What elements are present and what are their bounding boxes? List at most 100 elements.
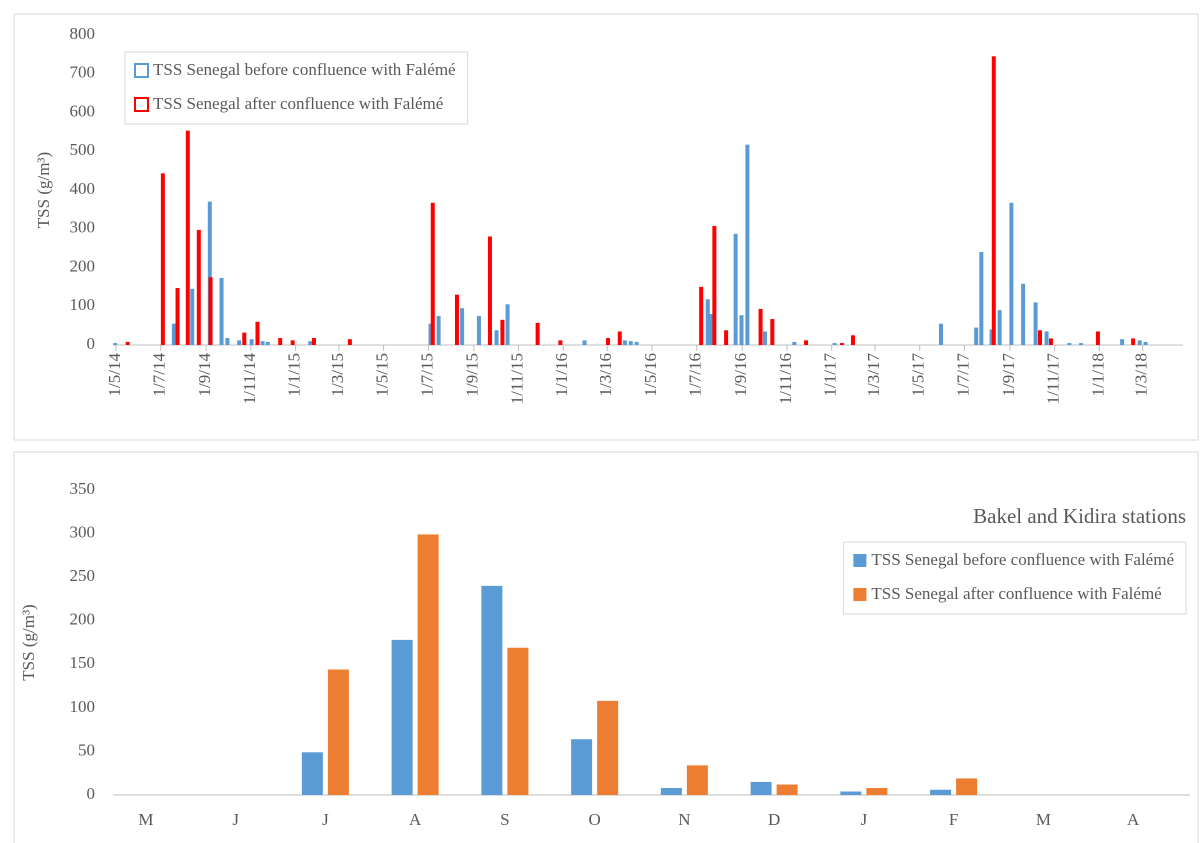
bar: [500, 319, 505, 345]
bar: [979, 252, 984, 345]
bar: [617, 331, 622, 345]
bar: [1048, 338, 1053, 345]
x-tick-label: M: [138, 810, 153, 829]
bar: [622, 340, 627, 345]
bar: [476, 315, 481, 345]
x-tick-label: 1/1/17: [821, 353, 840, 397]
bar: [804, 340, 809, 345]
bar: [866, 788, 888, 795]
legend-label: TSS Senegal before confluence with Falém…: [871, 550, 1174, 569]
x-tick-label: D: [768, 810, 780, 829]
x-tick-label: 1/7/17: [953, 353, 972, 397]
y-tick-label: 100: [70, 295, 96, 314]
bar: [113, 343, 118, 345]
bar: [207, 201, 212, 345]
bar: [249, 339, 254, 345]
panel-frame: [13, 451, 1199, 843]
legend-swatch: [134, 63, 149, 78]
bar: [930, 789, 952, 795]
bar: [792, 341, 797, 345]
bar: [705, 299, 710, 345]
bar: [428, 323, 433, 345]
bar: [628, 341, 633, 345]
bar: [762, 331, 767, 345]
bar: [750, 781, 772, 795]
bar: [208, 277, 213, 345]
y-tick-label: 600: [70, 101, 96, 120]
bar: [582, 340, 587, 345]
x-tick-label: A: [1127, 810, 1140, 829]
bar: [290, 340, 295, 345]
annotation: Bakel and Kidira stations: [973, 504, 1186, 528]
x-tick-label: 1/5/15: [373, 353, 392, 396]
x-tick-label: O: [588, 810, 600, 829]
legend-label: TSS Senegal after confluence with Falémé: [871, 584, 1161, 603]
x-tick-label: J: [861, 810, 868, 829]
x-tick-label: 1/11/16: [776, 353, 795, 404]
x-tick-label: 1/1/15: [285, 353, 304, 396]
bar: [391, 639, 413, 795]
bar: [1067, 343, 1072, 345]
bar: [171, 323, 176, 345]
x-tick-label: 1/11/15: [507, 353, 526, 404]
x-tick-label: 1/5/14: [105, 353, 124, 397]
x-tick-label: 1/3/15: [328, 353, 347, 396]
bar: [606, 338, 611, 345]
x-tick-label: 1/7/15: [417, 353, 436, 396]
legend-label: TSS Senegal before confluence with Falém…: [153, 60, 456, 79]
x-tick-label: 1/11/14: [240, 353, 259, 405]
bar: [255, 321, 260, 345]
y-tick-label: 400: [70, 179, 96, 198]
panel-frame: [13, 13, 1199, 441]
bar: [997, 310, 1002, 345]
x-tick-label: 1/5/17: [909, 353, 928, 397]
y-tick-label: 500: [70, 140, 96, 159]
bar: [776, 784, 798, 795]
bar: [1095, 331, 1100, 345]
bar: [699, 286, 704, 345]
bar: [1037, 330, 1042, 345]
y-tick-label: 250: [70, 566, 96, 585]
bar: [494, 330, 499, 345]
x-tick-label: 1/9/14: [195, 353, 214, 397]
bar: [1137, 340, 1142, 345]
bar: [460, 308, 465, 345]
y-tick-label: 350: [70, 479, 96, 498]
bar: [1079, 343, 1084, 345]
y-tick-label: 300: [70, 218, 96, 237]
bar: [832, 343, 837, 345]
y-axis-label: TSS (g/m³): [34, 152, 53, 228]
bar: [634, 341, 639, 345]
y-tick-label: 150: [70, 653, 96, 672]
bar: [219, 277, 224, 345]
bar: [712, 226, 717, 345]
bar: [1009, 202, 1014, 345]
bar: [311, 338, 316, 345]
x-tick-label: 1/3/17: [864, 353, 883, 397]
bar: [1021, 283, 1026, 345]
bar: [125, 341, 130, 345]
bar: [991, 56, 996, 345]
bar: [535, 322, 540, 345]
x-tick-label: 1/9/16: [731, 353, 750, 396]
bar: [1033, 302, 1038, 345]
y-tick-label: 0: [87, 784, 96, 803]
y-tick-label: 700: [70, 63, 96, 82]
bar: [308, 341, 313, 345]
x-tick-label: 1/7/14: [150, 353, 169, 397]
legend-swatch: [134, 97, 149, 112]
bar: [733, 233, 738, 345]
bar: [974, 327, 979, 345]
bar: [839, 343, 844, 345]
bar: [160, 173, 165, 345]
legend-box: [124, 51, 469, 125]
x-tick-label: M: [1036, 810, 1051, 829]
bar: [481, 585, 503, 795]
x-tick-label: J: [232, 810, 239, 829]
x-tick-label: S: [500, 810, 509, 829]
bar: [558, 340, 563, 345]
bar: [190, 288, 195, 345]
bar: [1120, 339, 1125, 345]
legend-box: [842, 541, 1187, 615]
